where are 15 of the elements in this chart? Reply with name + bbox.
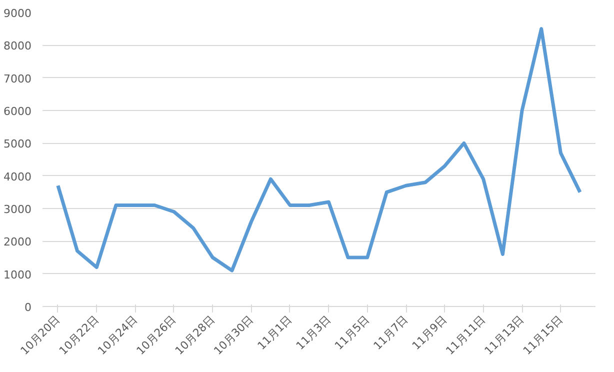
x-tick-label: 11月5日 (332, 312, 372, 352)
y-tick-label: 8000 (4, 40, 32, 53)
x-tick-label: 11月7日 (371, 312, 411, 352)
y-tick-label: 0 (24, 301, 32, 314)
y-tick-label: 4000 (4, 170, 32, 184)
y-tick-label: 9000 (4, 7, 32, 20)
line-series (56, 27, 582, 272)
y-tick-label: 1000 (4, 268, 32, 282)
y-tick-label: 6000 (4, 105, 32, 118)
y-tick-label: 5000 (4, 138, 32, 151)
y-tick-label: 3000 (4, 203, 32, 216)
y-tick-label: 2000 (4, 236, 32, 249)
x-tick-label: 11月3日 (294, 312, 334, 352)
x-tick-label: 11月1日 (255, 312, 295, 352)
y-tick-label: 7000 (4, 72, 32, 86)
